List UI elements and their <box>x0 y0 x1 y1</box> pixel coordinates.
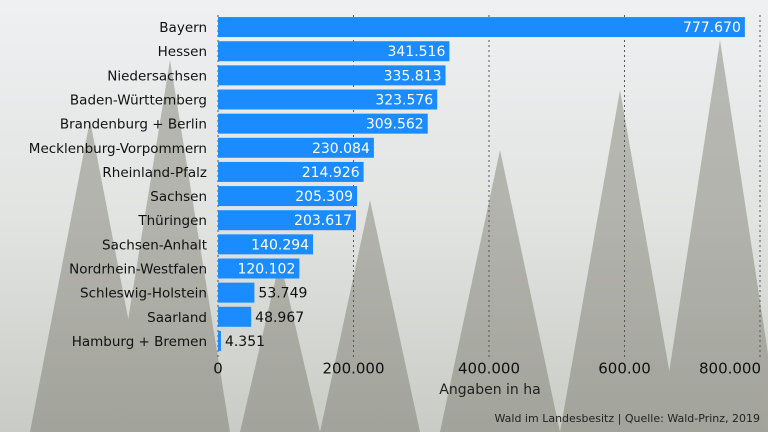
value-label: 203.617 <box>294 213 352 229</box>
bar <box>218 65 446 86</box>
forest-backdrop <box>30 40 768 432</box>
bar <box>218 210 356 231</box>
x-tick-label: 600.00 <box>598 360 651 378</box>
bar <box>218 330 221 351</box>
y-tick-label: Sachsen <box>150 189 207 205</box>
bar <box>218 17 745 38</box>
y-tick-label: Schleswig-Holstein <box>80 286 207 302</box>
y-tick-label: Thüringen <box>137 213 207 229</box>
value-label: 323.576 <box>375 93 433 109</box>
y-tick-label: Bayern <box>159 20 207 36</box>
bar <box>218 234 314 255</box>
bar <box>218 89 438 110</box>
bar <box>218 282 255 303</box>
y-tick-label: Hamburg + Bremen <box>72 334 207 350</box>
y-tick-label: Saarland <box>147 310 207 326</box>
bar <box>218 41 450 62</box>
y-tick-label: Baden-Württemberg <box>70 93 207 109</box>
value-label: 4.351 <box>225 334 265 350</box>
value-label: 140.294 <box>251 237 309 253</box>
x-axis-label: Angaben in ha <box>439 382 540 398</box>
y-tick-label: Mecklenburg-Vorpommern <box>29 141 207 157</box>
value-label: 53.749 <box>258 286 307 302</box>
y-tick-label: Rheinland-Pfalz <box>102 165 207 181</box>
value-label: 48.967 <box>255 310 304 326</box>
value-label: 341.516 <box>387 44 445 60</box>
value-label: 777.670 <box>683 20 741 36</box>
x-tick-label: 400.000 <box>458 360 520 378</box>
bar <box>218 161 364 182</box>
value-label: 309.562 <box>366 117 424 133</box>
source: Wald im Landesbesitz | Quelle: Wald-Prin… <box>494 412 760 425</box>
value-label: 335.813 <box>384 68 442 84</box>
bar <box>218 113 428 134</box>
x-tick-label: 200.000 <box>322 360 384 378</box>
bar <box>218 186 358 207</box>
y-tick-label: Brandenburg + Berlin <box>60 117 207 133</box>
bar <box>218 258 300 279</box>
y-tick-label: Nordrhein-Westfalen <box>69 262 207 278</box>
bar <box>218 137 374 158</box>
x-tick-label: 800.000 <box>699 360 761 378</box>
value-label: 214.926 <box>302 165 360 181</box>
value-label: 230.084 <box>312 141 370 157</box>
y-tick-label: Hessen <box>158 44 207 60</box>
value-label: 205.309 <box>295 189 353 205</box>
bar <box>218 306 252 327</box>
value-label: 120.102 <box>237 262 295 278</box>
y-tick-label: Sachsen-Anhalt <box>102 237 207 253</box>
y-tick-label: Niedersachsen <box>107 68 207 84</box>
x-tick-label: 0 <box>213 360 223 378</box>
